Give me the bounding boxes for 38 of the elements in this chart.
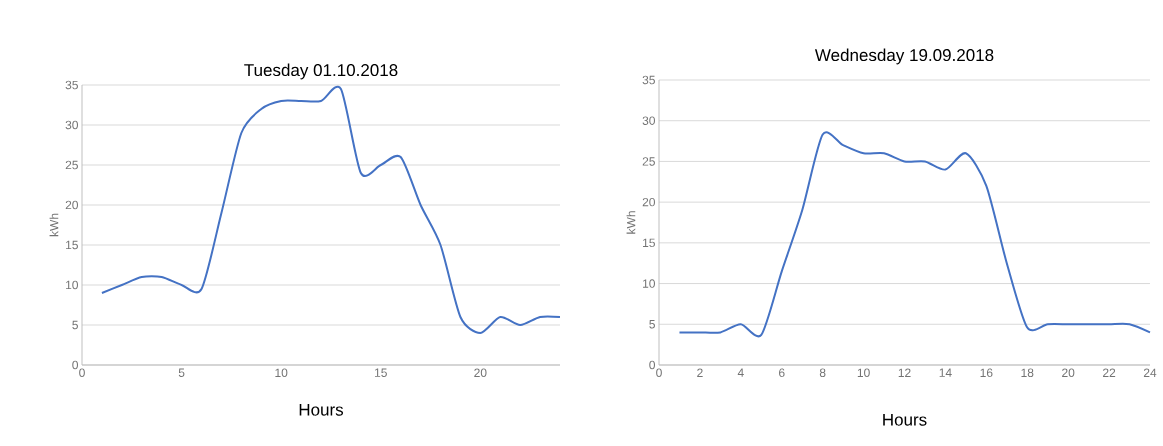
y-tick-label: 25	[642, 157, 655, 166]
x-tick-label: 6	[779, 368, 785, 378]
x-tick-label: 20	[474, 368, 487, 378]
y-tick-label: 30	[65, 120, 79, 130]
y-tick-label: 25	[65, 160, 78, 170]
chart-title: Tuesday 01.10.2018	[244, 63, 398, 80]
y-tick-label: 0	[72, 360, 79, 370]
y-tick-label: 15	[66, 240, 78, 250]
x-tick-label: 15	[374, 368, 387, 377]
y-tick-label: 15	[643, 238, 655, 248]
x-tick-label: 22	[1103, 368, 1116, 377]
x-tick-label: 2	[697, 368, 703, 377]
x-tick-label: 14	[939, 368, 952, 377]
y-tick-label: 5	[649, 320, 655, 329]
x-axis-title: Hours	[883, 413, 927, 426]
x-tick-label: 5	[178, 368, 185, 377]
x-tick-label: 20	[1062, 368, 1075, 378]
y-tick-label: 35	[642, 75, 655, 85]
y-tick-label: 10	[66, 280, 79, 290]
y-tick-label: 35	[65, 80, 78, 90]
y-tick-label: 10	[643, 279, 656, 288]
y-tick-label: 20	[642, 197, 656, 207]
x-axis-title: Hours	[299, 403, 344, 416]
y-tick-label: 30	[642, 116, 656, 125]
y-tick-label: 5	[72, 320, 78, 330]
y-axis-title: kWh	[626, 211, 636, 234]
y-tick-label: 0	[649, 360, 656, 370]
x-tick-label: 10	[275, 368, 288, 378]
x-tick-label: 16	[980, 368, 993, 378]
x-tick-label: 4	[737, 368, 744, 377]
y-tick-label: 20	[65, 200, 79, 210]
x-tick-label: 24	[1143, 368, 1157, 377]
x-tick-label: 10	[857, 368, 870, 378]
y-axis-title: kWh	[49, 213, 59, 237]
x-tick-label: 18	[1021, 368, 1034, 378]
x-tick-label: 12	[898, 368, 911, 377]
chart-title: Wednesday 19.09.2018	[814, 48, 994, 65]
x-tick-label: 8	[819, 368, 826, 378]
